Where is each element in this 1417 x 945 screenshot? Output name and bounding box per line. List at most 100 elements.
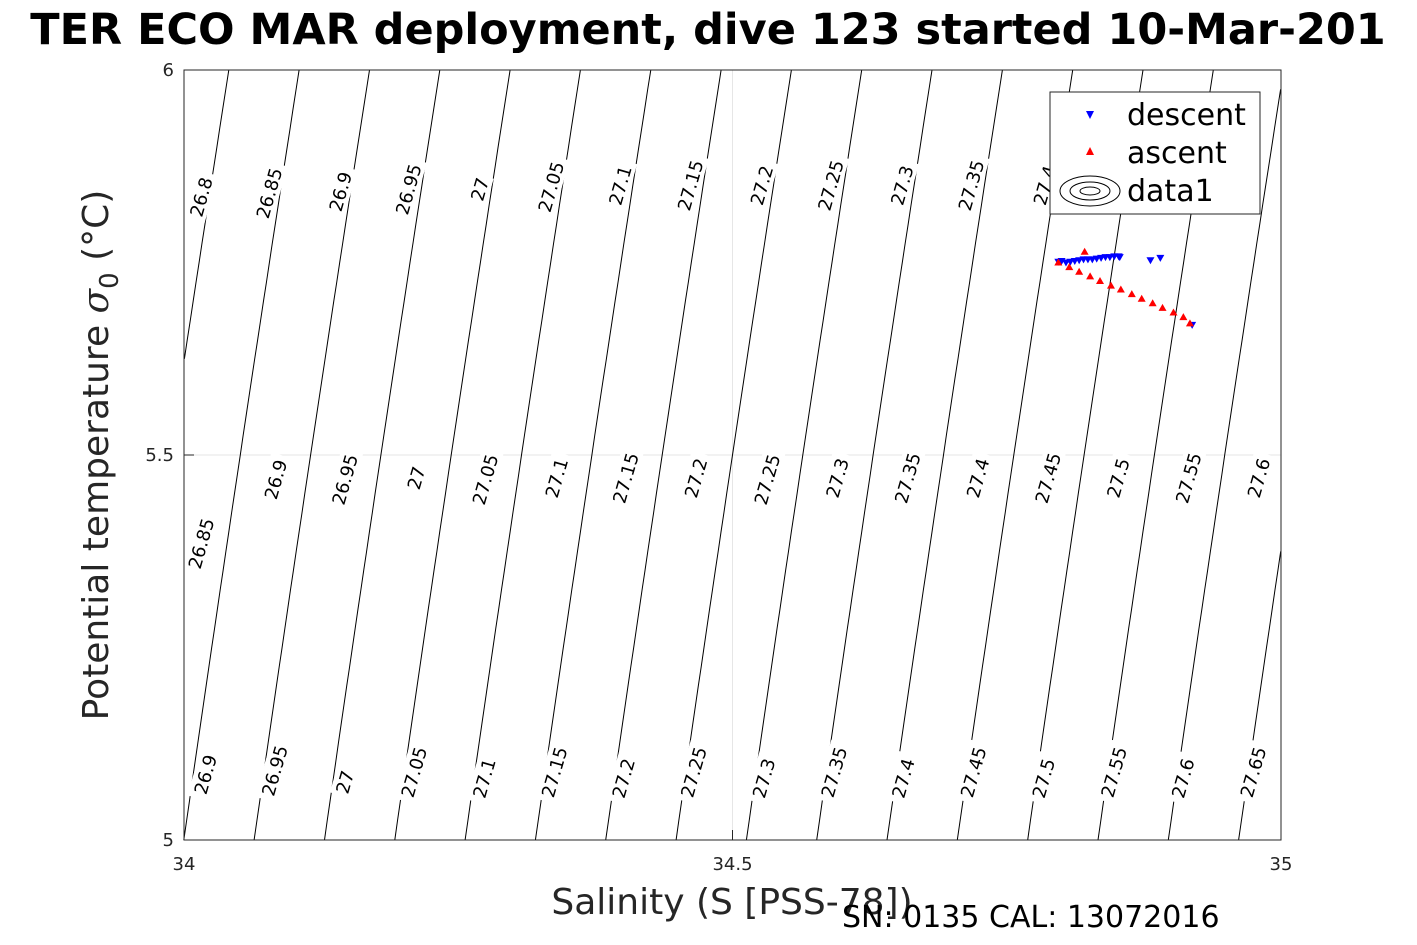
contour-label-halo — [187, 747, 223, 802]
density-contour-line — [675, 69, 792, 841]
contour-label-halo — [811, 152, 850, 218]
contour-label-halo — [819, 450, 855, 505]
contour-label-halo — [747, 446, 786, 512]
density-contour-line — [183, 69, 300, 841]
contour-label-halo — [951, 152, 990, 218]
ascent-marker — [1065, 263, 1074, 271]
contour-label-halo — [953, 739, 992, 805]
contour-label-halo — [1233, 739, 1272, 805]
density-contour-labels: 26.8 26.85 26.9 26.95 27 27.05 27.1 27.15 27.2 27… — [181, 152, 1276, 806]
contour-label-halo — [401, 461, 431, 495]
descent-marker — [1156, 254, 1165, 262]
contour-label-halo — [465, 446, 504, 512]
contour-label: 27.5 — [1100, 450, 1136, 505]
axis-ticks: 34 34.5 35 5 5.5 6 — [145, 60, 1292, 875]
contour-label-halo — [674, 739, 713, 805]
contour-label-halo — [606, 445, 645, 511]
contour-label-halo — [885, 751, 921, 806]
contour-label-halo — [677, 450, 713, 505]
ascent-marker — [1179, 313, 1188, 321]
legend-ascent-marker — [1086, 147, 1094, 155]
ascent-marker — [1054, 258, 1063, 266]
x-axis-label: Salinity (S [PSS-78]) — [551, 882, 912, 923]
contour-label: 27.2 — [677, 450, 713, 505]
contour-label-halo — [1100, 450, 1136, 505]
contour-label: 27.3 — [884, 158, 920, 213]
contour-label-halo — [1028, 445, 1067, 511]
x-tick-label: 34.5 — [712, 854, 752, 875]
contour-label-halo — [255, 738, 294, 803]
contour-label-halo — [464, 172, 494, 206]
x-tick-label: 34 — [173, 854, 196, 875]
y-tick-label: 6 — [163, 60, 174, 81]
ascent-marker — [1116, 285, 1125, 293]
legend-ascent-label: ascent — [1127, 136, 1227, 171]
x-tick-label: 35 — [1270, 854, 1293, 875]
contour-label-halo — [388, 156, 427, 222]
density-contour-line — [745, 69, 863, 841]
contour-label-halo — [329, 765, 359, 799]
contour-label-halo — [1164, 751, 1200, 806]
contour-label-halo — [888, 445, 927, 511]
legend-data1-label: data1 — [1127, 174, 1214, 209]
contour-label: 26.9 — [187, 747, 223, 802]
contour-label-halo — [466, 751, 502, 806]
ascent-marker — [1169, 308, 1178, 316]
legend-descent-marker — [1086, 111, 1094, 119]
ascent-marker — [1185, 319, 1194, 327]
legend-descent-label: descent — [1127, 98, 1246, 133]
ascent-marker — [1158, 303, 1167, 311]
contour-label-halo — [538, 450, 574, 505]
contour-label-halo — [814, 739, 853, 805]
y-tick-label: 5.5 — [145, 445, 174, 466]
contour-label-halo — [743, 158, 779, 213]
contour-label-halo — [534, 739, 573, 805]
contour-label-halo — [1025, 751, 1061, 806]
y-tick-label: 5 — [163, 830, 174, 851]
contour-label-halo — [1094, 739, 1133, 805]
ascent-marker — [1086, 272, 1095, 280]
contour-label-halo — [959, 450, 995, 505]
ascent-marker — [1127, 290, 1136, 298]
contour-label-halo — [745, 751, 781, 806]
contour-label-halo — [1240, 450, 1276, 505]
data-series — [1054, 247, 1197, 329]
density-contour-line — [605, 69, 722, 841]
contour-label-halo — [394, 739, 433, 805]
contour-label-halo — [602, 158, 638, 213]
density-contour-line — [534, 69, 652, 841]
ascent-marker — [1095, 276, 1104, 284]
ascent-marker — [1148, 299, 1157, 307]
legend: descent ascent data1 — [1049, 91, 1261, 215]
contour-label-halo — [325, 446, 364, 512]
contour-label-halo — [670, 152, 709, 218]
density-contour-line — [394, 69, 511, 841]
contour-label-halo — [249, 160, 288, 226]
density-contour-line — [816, 69, 933, 841]
contour-label-halo — [181, 510, 220, 576]
descent-marker — [1115, 254, 1124, 262]
ascent-marker — [1106, 281, 1115, 289]
ascent-marker — [1080, 247, 1089, 255]
contour-label-halo — [1168, 445, 1207, 511]
density-contour-line — [324, 69, 441, 841]
density-contour-line — [1167, 89, 1282, 841]
descent-marker — [1146, 257, 1155, 265]
ascent-marker — [1137, 294, 1146, 302]
contour-label-halo — [183, 169, 219, 224]
serial-calibration-note: SN: 0135 CAL: 13072016 — [842, 900, 1220, 935]
y-axis-label: Potential temperature σ0 (°C) — [76, 190, 125, 721]
contour-label-halo — [531, 154, 570, 220]
legend-contour-icon — [1059, 175, 1121, 207]
chart-title: TER ECO MAR deployment, dive 123 started… — [30, 5, 1386, 55]
contour-label-halo — [257, 452, 293, 507]
contour-label-halo — [884, 158, 920, 213]
legend-box — [1049, 91, 1261, 215]
ascent-marker — [1075, 267, 1084, 275]
contour-label-halo — [605, 751, 641, 806]
density-contour-line — [464, 69, 581, 841]
density-contour-line — [253, 69, 370, 841]
density-contour-line — [886, 69, 1003, 841]
contour-label-halo — [322, 164, 358, 219]
